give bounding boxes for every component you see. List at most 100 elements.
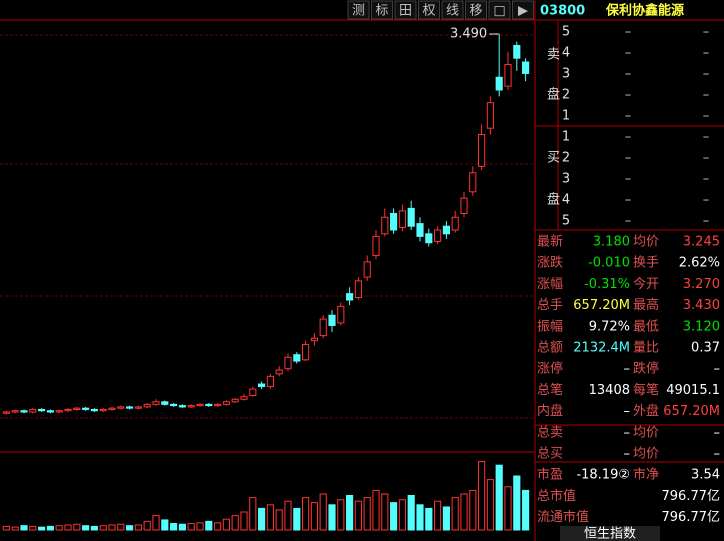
order-cell: – [625,25,632,40]
toolbar-label[interactable]: 权 [422,3,435,19]
candle-body [170,403,178,407]
order-cell: – [703,88,710,103]
candle-body [504,64,512,87]
stock-code: 03800 [540,4,585,19]
volume-bar [302,497,310,531]
order-cell: – [703,193,710,208]
volume-bar [90,525,98,531]
candle-body [495,76,503,91]
candle-body [64,408,72,412]
candle-body [381,216,389,235]
volume-bar [460,493,468,531]
stat-value: 3.245 [683,235,720,250]
toolbar-button[interactable] [347,0,370,20]
volume-bar [381,493,389,531]
toolbar-button[interactable] [371,0,393,20]
toolbar-label[interactable]: 田 [399,4,412,19]
toolbar-label[interactable]: 标 [375,4,388,19]
tab[interactable] [560,526,660,541]
candle-body [398,210,406,228]
volume-bar [134,524,142,531]
volume-bar [310,502,318,531]
stat-label: 均价 [633,425,659,440]
candle-body [407,207,415,227]
candle-body [363,261,371,278]
stat-label: 内盘 [537,403,563,419]
buy-label: 买 [547,151,560,166]
volume-bar [319,493,327,531]
volume-bar [240,511,248,531]
order-cell: – [625,214,632,229]
toolbar-button[interactable] [418,0,440,20]
stat-value: -0.010 [588,256,630,271]
toolbar-label[interactable]: ▶ [518,4,528,19]
footer-tab[interactable]: 恒生指数 [584,527,636,541]
stat-label: 振幅 [537,319,563,334]
candle-body [354,280,362,298]
candle-body [522,61,530,74]
volume-bar [293,507,301,531]
candle-body [434,229,442,242]
candle-body [134,406,142,409]
order-cell: – [625,67,632,82]
stat-value: 2.62% [679,256,720,271]
candle-body [143,403,151,408]
order-cell: – [703,25,710,40]
order-cell: – [703,214,710,229]
volume-bar [275,509,283,531]
volume-bar [337,499,345,531]
candle-body [196,403,204,407]
volume-bar [469,489,477,531]
volume-bar [513,475,521,531]
candle-body [108,407,116,410]
candle-body [275,369,283,375]
order-cell: – [625,130,632,145]
toolbar-button[interactable] [488,0,511,20]
stat-label: 总买 [537,447,563,462]
toolbar-button[interactable] [394,0,417,20]
order-cell: 1 [562,109,570,124]
stat-value: 2132.4M [573,341,630,356]
volume-bar [2,525,10,531]
toolbar-label[interactable]: 测 [352,4,365,19]
order-cell: – [703,172,710,187]
order-cell: 1 [562,130,570,145]
order-cell: 4 [562,46,570,61]
candle-body [20,410,28,413]
stat-value: 9.72% [589,319,630,334]
volume-bar [478,461,486,531]
sell-label: 盘 [547,87,560,103]
toolbar-button[interactable] [441,0,464,20]
stat-value: – [714,447,721,462]
volume-bar [29,525,37,531]
candle-body [328,314,336,326]
volume-bar [46,525,54,531]
candle-body [152,401,160,405]
stat-label: 均价 [633,447,659,462]
toolbar-label[interactable]: □ [493,4,505,19]
volume-bar [398,499,406,531]
stat-label: 涨幅 [537,277,563,292]
order-cell: – [625,193,632,208]
stat-value: 3.270 [683,277,720,292]
volume-bar [346,494,354,531]
candle-body [46,410,54,413]
order-cell: 2 [562,151,570,166]
candle-body [161,401,169,405]
volume-bar [522,489,530,531]
toolbar-button[interactable] [512,0,534,20]
candle-body [416,223,424,237]
toolbar-button[interactable] [465,0,487,20]
stat-value: 657.20M [663,404,720,419]
stat-value: 0.37 [691,341,720,356]
toolbar-label[interactable]: 线 [446,4,459,19]
stat-label: 总市值 [537,488,576,504]
stat-value: 796.77亿 [662,489,721,504]
volume-bar [82,525,90,531]
candle-body [205,403,213,407]
stat-value: – [624,404,631,419]
volume-bar [328,504,336,531]
toolbar-label[interactable]: 移 [469,4,482,19]
volume-bar [11,526,19,531]
